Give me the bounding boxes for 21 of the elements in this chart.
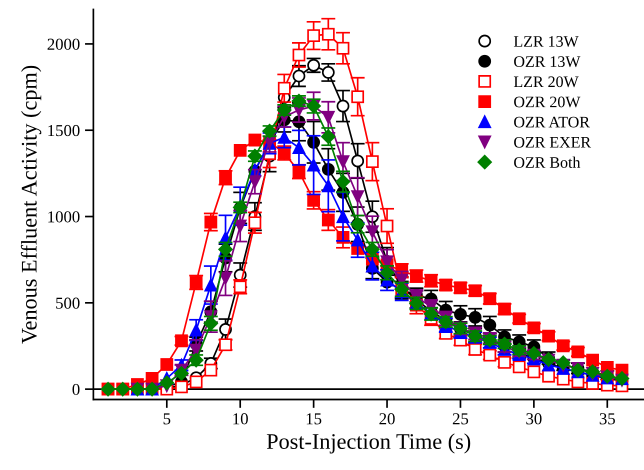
x-tick-label: 20 <box>379 413 395 424</box>
y-tick-label: 500 <box>56 298 80 309</box>
x-tick-label: 10 <box>233 413 248 424</box>
x-tick-label: 15 <box>306 413 322 424</box>
legend-label: LZR 20W <box>514 76 579 88</box>
legend-label: LZR 13W <box>514 36 579 47</box>
legend-label: OZR ATOR <box>514 116 590 128</box>
y-tick-label: 1000 <box>48 211 80 222</box>
y-tick-label: 2000 <box>48 38 80 50</box>
y-tick-label: 1500 <box>48 124 80 136</box>
y-axis-title: Venous Effluent Activity (cpm) <box>20 66 42 344</box>
legend-label: OZR 20W <box>514 96 580 108</box>
x-tick-label: 35 <box>600 413 615 424</box>
legend-label: OZR Both <box>514 156 580 168</box>
legend-label: OZR 13W <box>514 56 580 68</box>
x-axis-title: Post-Injection Time (s) <box>266 433 470 454</box>
x-tick-label: 5 <box>164 413 170 424</box>
x-tick-label: 30 <box>526 413 542 424</box>
legend-label: OZR EXER <box>514 136 592 148</box>
y-tick-label: 0 <box>72 384 80 396</box>
x-tick-label: 25 <box>452 413 468 424</box>
